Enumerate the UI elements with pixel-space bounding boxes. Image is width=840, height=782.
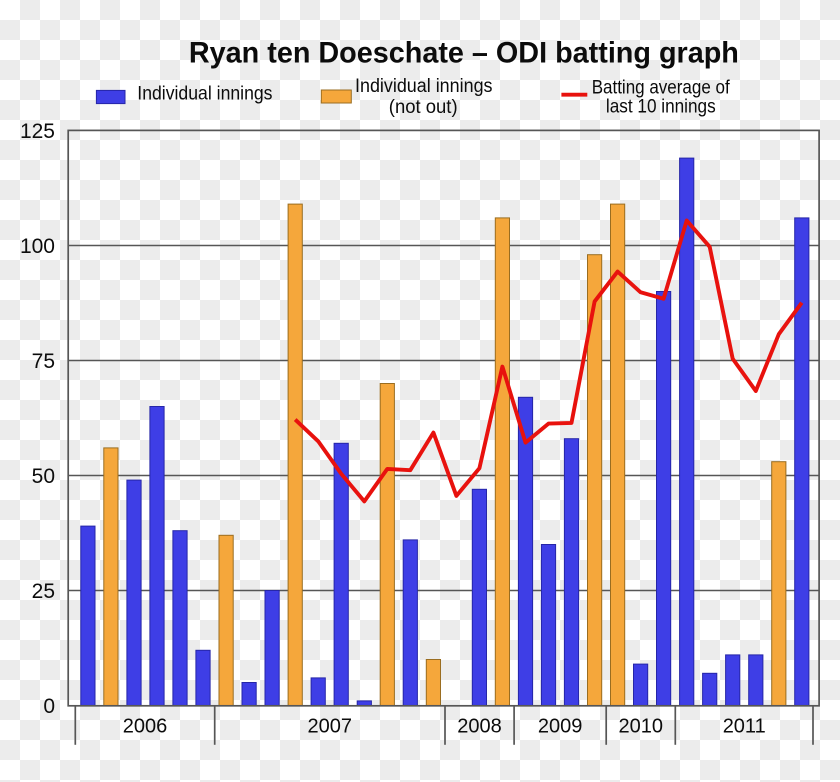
svg-text:25: 25 <box>32 580 55 603</box>
svg-text:last 10 innings: last 10 innings <box>606 97 716 118</box>
svg-text:2011: 2011 <box>723 716 766 738</box>
svg-text:50: 50 <box>32 465 55 488</box>
svg-text:125: 125 <box>20 120 55 143</box>
svg-text:2008: 2008 <box>457 716 502 738</box>
svg-text:Individual innings: Individual innings <box>355 76 493 97</box>
svg-text:Ryan ten Doeschate – ODI batti: Ryan ten Doeschate – ODI batting graph <box>189 36 739 69</box>
svg-text:2010: 2010 <box>619 716 664 738</box>
svg-text:100: 100 <box>20 235 55 258</box>
svg-text:2007: 2007 <box>308 716 353 738</box>
svg-text:75: 75 <box>32 350 55 373</box>
svg-text:2009: 2009 <box>538 716 583 738</box>
svg-text:0: 0 <box>43 695 55 718</box>
svg-text:2006: 2006 <box>123 716 168 738</box>
svg-text:Batting average of: Batting average of <box>592 77 731 98</box>
svg-text:Individual innings: Individual innings <box>137 84 272 105</box>
svg-text:(not out): (not out) <box>389 97 458 118</box>
